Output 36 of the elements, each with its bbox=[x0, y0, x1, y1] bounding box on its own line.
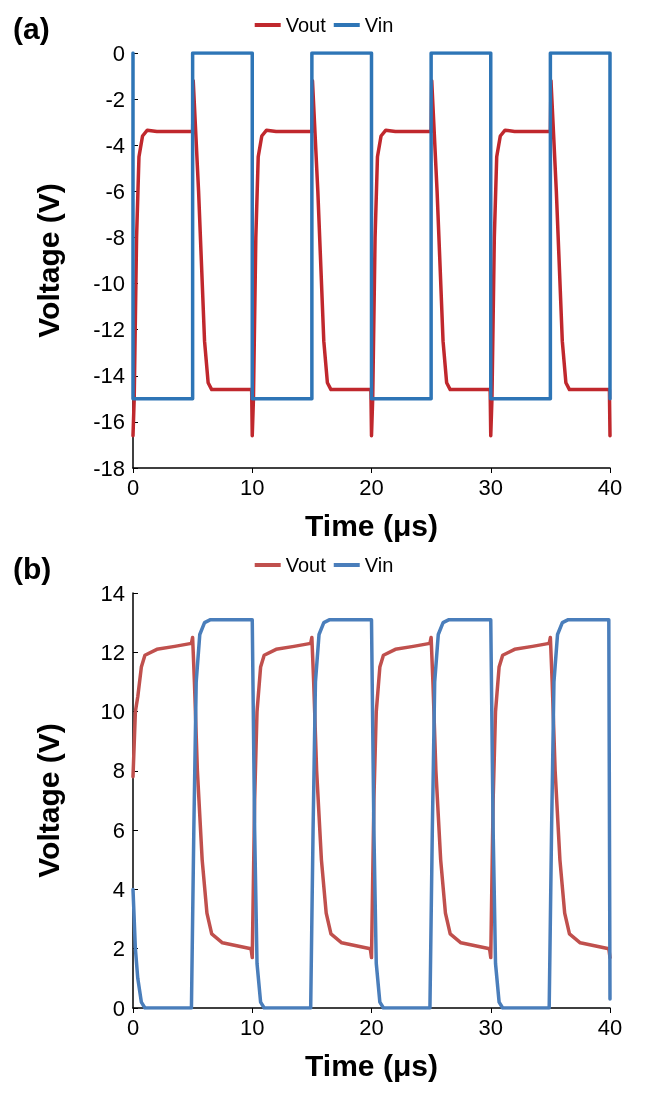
chart-title: (b) bbox=[13, 551, 52, 585]
x-tick-label: 40 bbox=[597, 474, 623, 500]
x-tick-label: 30 bbox=[478, 474, 503, 500]
y-tick-label: 14 bbox=[100, 580, 125, 606]
y-tick-label: 10 bbox=[100, 699, 125, 725]
y-tick-label: -12 bbox=[93, 317, 125, 343]
y-tick-label: -14 bbox=[93, 363, 125, 389]
x-tick-label: 40 bbox=[597, 1014, 623, 1040]
y-axis-title: Voltage (V) bbox=[31, 723, 65, 878]
x-axis-title: Time (μs) bbox=[305, 508, 438, 542]
chart-title: (a) bbox=[13, 11, 50, 45]
x-tick-label: 20 bbox=[359, 1014, 384, 1040]
y-axis-title: Voltage (V) bbox=[31, 183, 65, 338]
y-tick-label: -8 bbox=[105, 224, 125, 250]
legend-label: Vout bbox=[285, 554, 327, 576]
y-tick-label: -2 bbox=[105, 86, 125, 112]
x-tick-label: 10 bbox=[240, 1014, 265, 1040]
y-tick-label: 8 bbox=[112, 758, 125, 784]
y-tick-label: 12 bbox=[100, 639, 125, 665]
y-tick-label: -4 bbox=[105, 132, 125, 158]
legend-label: Vin bbox=[364, 554, 394, 576]
y-tick-label: -16 bbox=[93, 409, 125, 435]
y-tick-label: 2 bbox=[112, 936, 125, 962]
y-tick-label: 6 bbox=[112, 817, 125, 843]
y-tick-label: -10 bbox=[93, 271, 125, 297]
y-tick-label: 0 bbox=[112, 995, 125, 1021]
x-tick-label: 20 bbox=[359, 474, 384, 500]
y-tick-label: -6 bbox=[105, 178, 125, 204]
x-tick-label: 30 bbox=[478, 1014, 503, 1040]
y-tick-label: 4 bbox=[112, 876, 125, 902]
y-tick-label: -18 bbox=[93, 455, 125, 481]
x-tick-label: 10 bbox=[240, 474, 265, 500]
legend-label: Vin bbox=[364, 14, 394, 36]
x-axis-title: Time (μs) bbox=[305, 1048, 438, 1082]
y-tick-label: 0 bbox=[112, 40, 125, 66]
legend-label: Vout bbox=[285, 14, 327, 36]
